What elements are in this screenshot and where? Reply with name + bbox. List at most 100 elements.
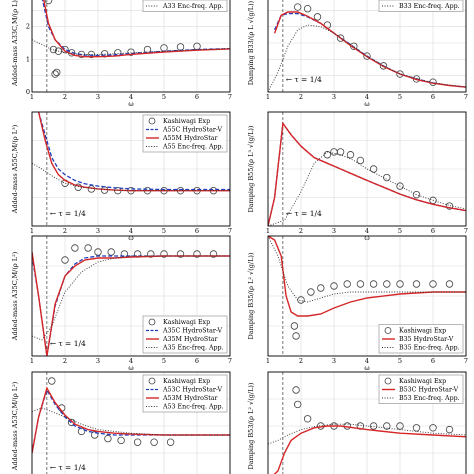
- exp-point: [303, 415, 312, 423]
- legend-label: Kashiwagi Exp: [399, 378, 446, 385]
- legend-marker-exp: [148, 318, 156, 326]
- exp-point: [67, 418, 76, 427]
- exp-point: [160, 250, 168, 258]
- exp-point: [412, 190, 421, 199]
- series-group: [32, 377, 230, 454]
- x-tick-label: 7: [464, 227, 468, 235]
- plot-frame: [267, 111, 467, 227]
- legend-label: B53C HydroStar-V: [399, 387, 459, 394]
- legend: B33 Enc-freq. App.: [378, 0, 464, 12]
- exp-point: [61, 45, 69, 54]
- series-line-dot: [268, 24, 466, 92]
- exp-point: [193, 250, 201, 258]
- x-tick-label: 7: [464, 357, 468, 365]
- x-tick-label: 2: [63, 227, 67, 235]
- series-line-dot: [32, 39, 230, 55]
- plot-frame: [267, 0, 467, 93]
- legend-label: A53M HydroStar: [162, 395, 218, 402]
- series-group: [32, 112, 230, 195]
- series-line-dot: [32, 255, 230, 341]
- exp-point: [127, 48, 135, 56]
- y-axis-label: Added-mass A35C,M/(ρ L²): [11, 251, 19, 341]
- x-tick-label: 7: [464, 93, 468, 101]
- exp-point: [53, 68, 61, 77]
- plot-frame: [267, 235, 467, 357]
- exp-point: [363, 52, 371, 60]
- exp-point: [133, 438, 142, 446]
- exp-point: [303, 4, 312, 13]
- exp-point: [412, 280, 421, 288]
- exp-point: [294, 3, 302, 11]
- x-axis-label: ω: [364, 364, 369, 372]
- exp-point: [209, 250, 218, 258]
- x-tick-label: 7: [228, 227, 232, 235]
- exp-point: [383, 280, 391, 288]
- exp-point: [383, 173, 391, 182]
- x-tick-label: 5: [162, 227, 166, 235]
- x-tick-label: 4: [129, 227, 133, 235]
- series-group: [32, 0, 230, 78]
- x-tick-label: 4: [129, 93, 133, 101]
- exp-point: [383, 422, 391, 430]
- series-line-blue: [37, 112, 230, 191]
- legend-label: B35 Enc-freq. App.: [399, 345, 460, 352]
- plot-frame: [267, 371, 467, 474]
- y-axis-label: Damping B55/(ρ L³ √(g/L)): [247, 125, 255, 212]
- legend-box: [142, 374, 228, 413]
- panel-B53: Damping B53/(ρ L² √(g/L)) Kashiwagi Exp B5…: [247, 371, 467, 474]
- x-tick-label: 6: [195, 227, 199, 235]
- exp-point: [396, 70, 404, 78]
- legend-label: B33 Enc-freq. App.: [399, 3, 460, 10]
- plot-frame: [31, 371, 231, 474]
- exp-point: [307, 288, 315, 296]
- x-tick-label: 2: [299, 227, 303, 235]
- x-axis-label: ω: [128, 364, 133, 372]
- legend-label: A35M HydroStar: [162, 336, 218, 343]
- y-axis-label: Added-mass A33C,M/(ρ L): [11, 0, 19, 87]
- legend-box: [142, 0, 228, 12]
- legend-label: A35C HydroStar-V: [162, 328, 223, 335]
- x-tick-label: 3: [332, 357, 336, 365]
- exp-point: [445, 425, 454, 434]
- x-tick-label: 5: [162, 93, 166, 101]
- panel-A35: 1 2 3 4 5 6 7 ω Added-mass A35C,M/(ρ L²) ← τ = 1/…: [11, 235, 232, 372]
- exp-point: [330, 282, 338, 290]
- panel-A53: Added-mass A53C,M/(ρ L²) ← τ = 1/4 Kashiwa…: [11, 371, 231, 474]
- x-tick-label: 2: [63, 357, 67, 365]
- x-tick-label: 3: [96, 227, 100, 235]
- exp-point: [396, 182, 404, 190]
- plot-frame: [31, 235, 231, 357]
- series-line-red: [268, 236, 466, 317]
- exp-point: [336, 148, 345, 156]
- exp-point: [104, 434, 112, 443]
- x-tick-label: 3: [332, 227, 336, 235]
- legend-marker-exp: [384, 377, 392, 385]
- series-line-red: [268, 121, 466, 226]
- x-tick-label: 4: [365, 227, 369, 235]
- exp-point: [429, 280, 437, 288]
- series-line-red: [273, 11, 466, 88]
- exp-point: [356, 280, 365, 288]
- legend-box: [378, 0, 464, 12]
- legend-marker-exp: [148, 117, 156, 125]
- series-line-red: [32, 386, 230, 454]
- exp-point: [313, 13, 322, 21]
- x-tick-label: 4: [129, 357, 133, 365]
- exp-point: [292, 386, 300, 394]
- x-tick-label: 3: [96, 93, 100, 101]
- legend-label: A53 Enc-freq. App.: [162, 404, 224, 411]
- tau-annotation: ← τ = 1/4: [50, 339, 86, 348]
- y-axis-label: Added-mass A55C,M/(ρ L³): [11, 124, 19, 214]
- x-tick-label: 6: [195, 357, 199, 365]
- exp-point: [294, 400, 302, 409]
- exp-point: [336, 34, 345, 42]
- x-tick-label: 4: [365, 93, 369, 101]
- legend-label: A53C HydroStar-V: [162, 387, 223, 394]
- legend-label: Kashiwagi Exp: [399, 328, 446, 335]
- x-tick-label: 4: [365, 357, 369, 365]
- exp-point: [412, 424, 421, 432]
